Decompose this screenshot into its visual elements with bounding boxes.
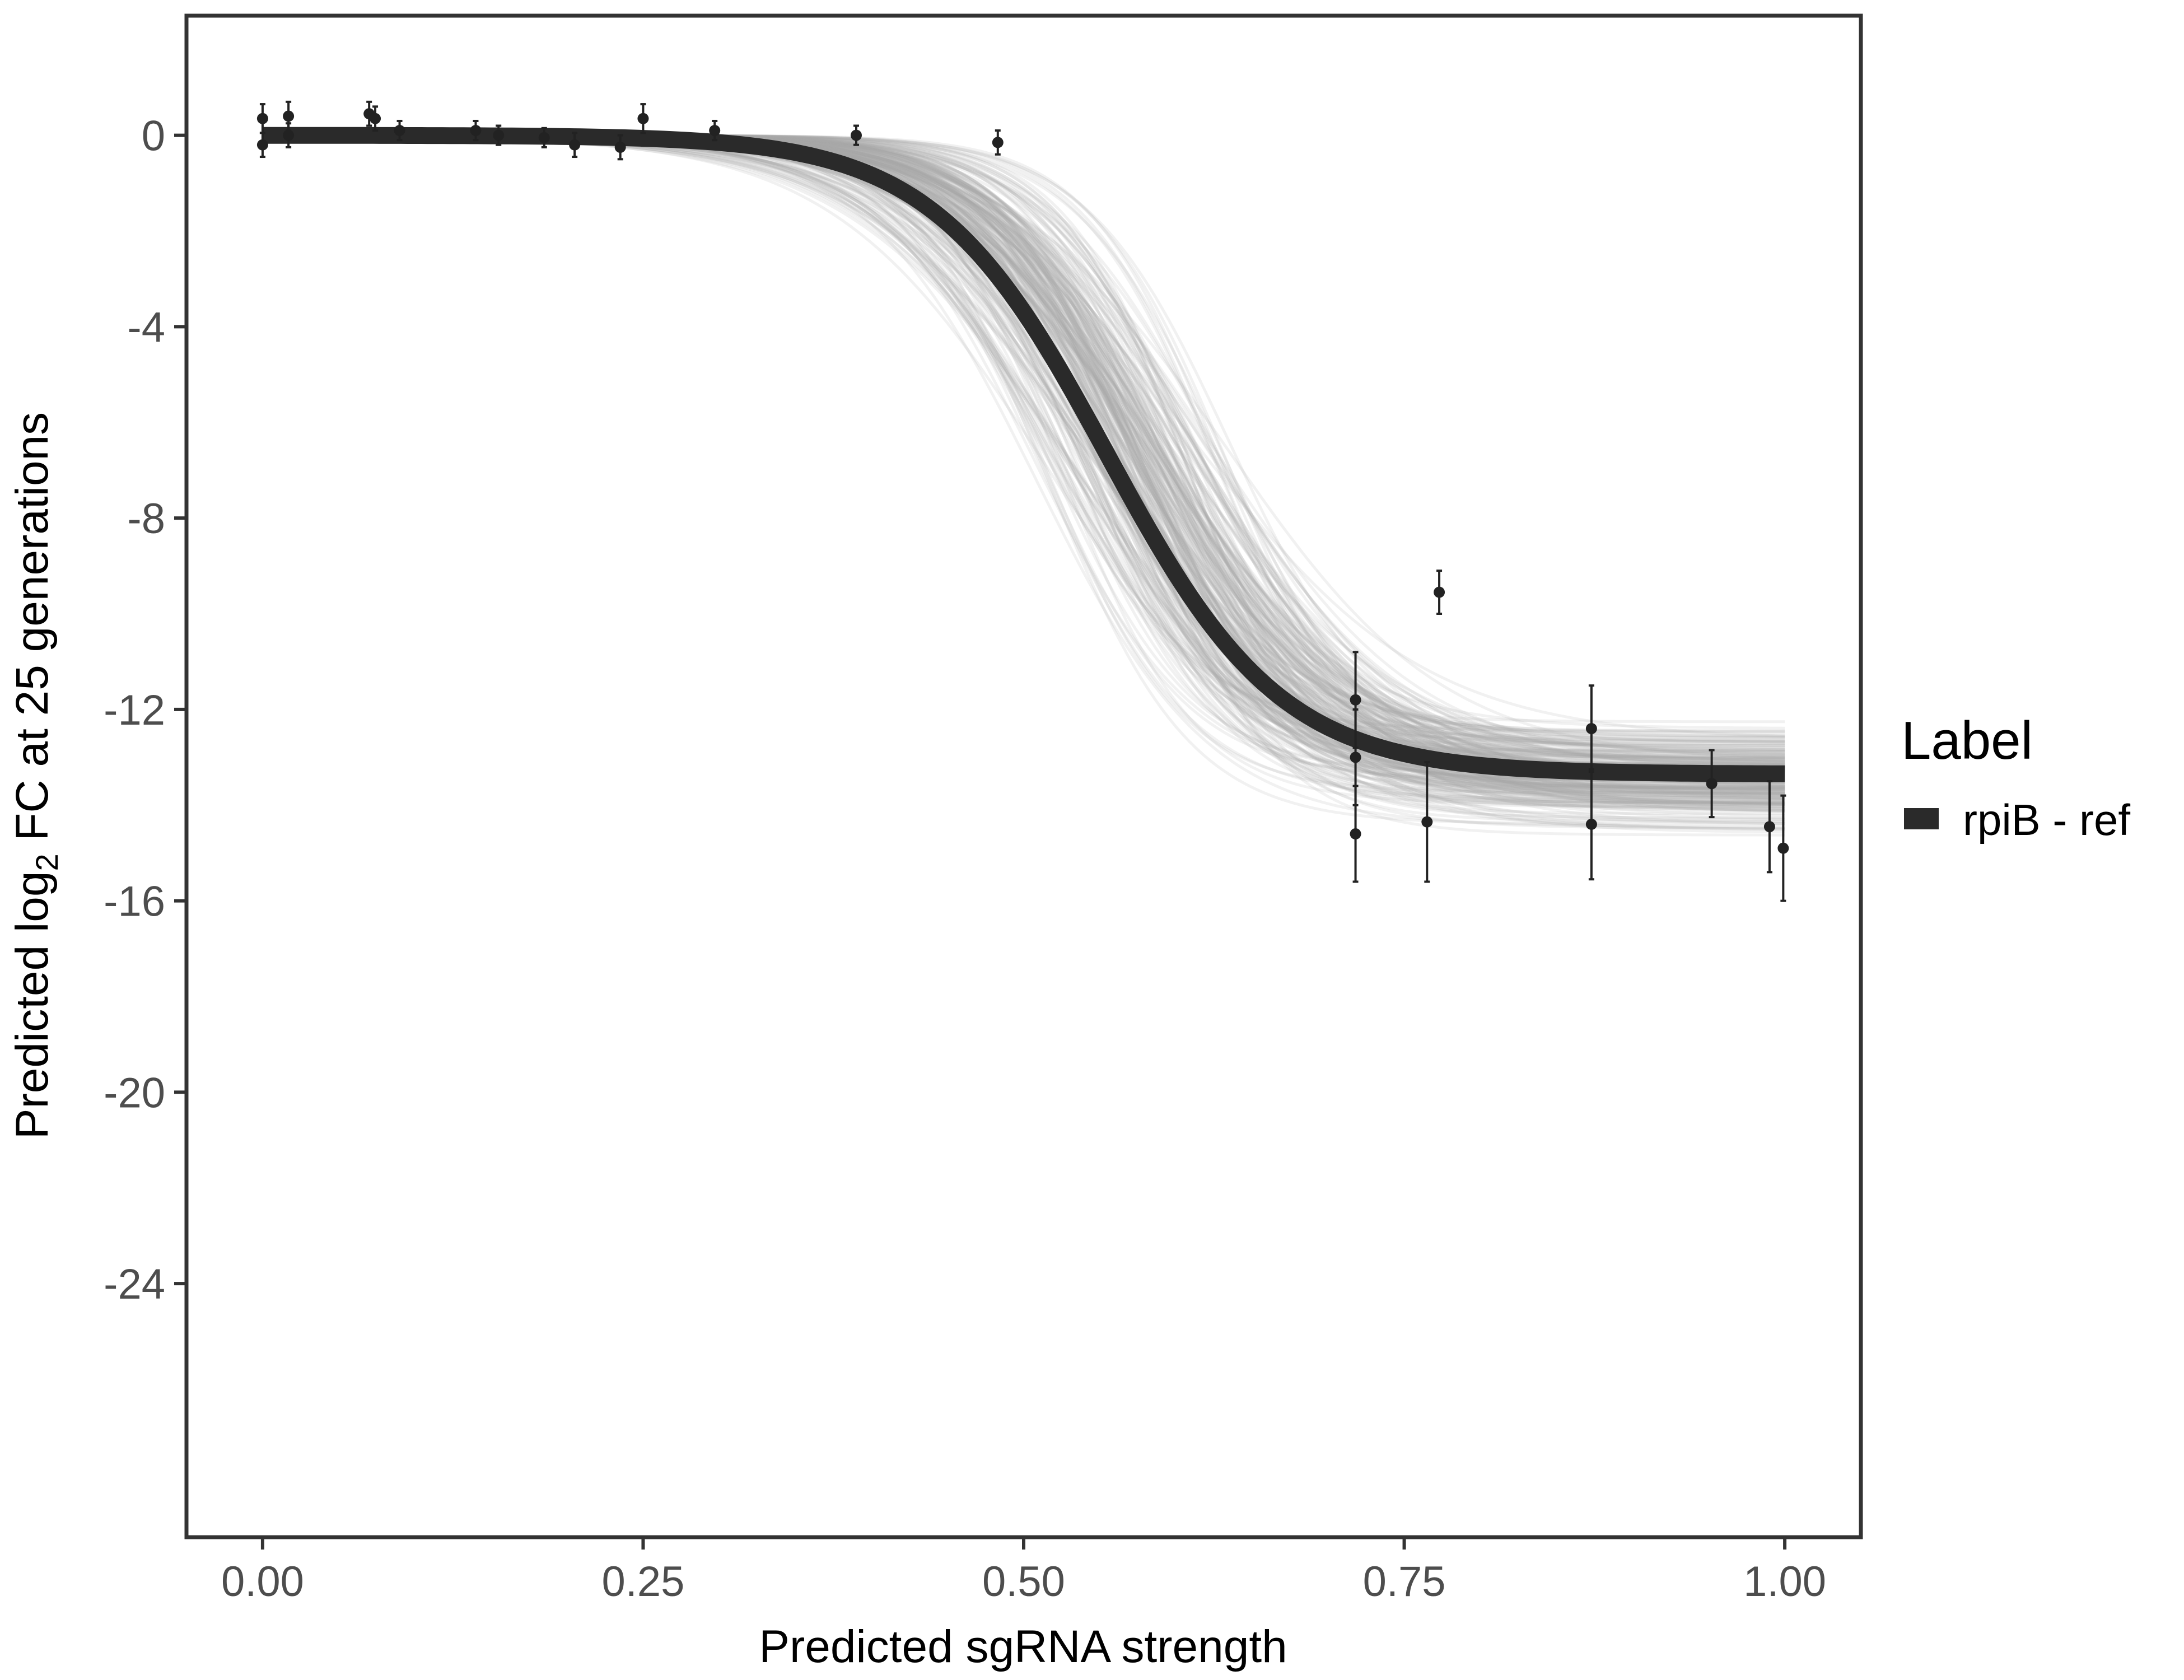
point-marker bbox=[1763, 821, 1775, 833]
x-tick-label: 1.00 bbox=[1743, 1558, 1826, 1606]
data-point bbox=[256, 103, 268, 134]
data-point bbox=[538, 127, 550, 148]
y-axis-title-prefix: Predicted log bbox=[7, 871, 58, 1140]
data-point bbox=[709, 119, 721, 142]
point-marker bbox=[470, 125, 482, 137]
fit-curve-rpib-ref bbox=[261, 127, 1786, 782]
point-marker bbox=[256, 139, 268, 151]
data-point bbox=[614, 134, 626, 161]
point-marker bbox=[370, 113, 381, 124]
data-point bbox=[1350, 785, 1361, 883]
point-marker bbox=[1585, 723, 1597, 735]
data-point bbox=[283, 122, 295, 148]
x-tick-label: 0.50 bbox=[982, 1558, 1065, 1606]
point-marker bbox=[614, 141, 626, 153]
data-point bbox=[637, 103, 649, 134]
point-marker bbox=[283, 129, 295, 141]
data-point bbox=[1434, 570, 1445, 615]
y-tick-label: -20 bbox=[104, 1069, 165, 1117]
y-tick-label: -8 bbox=[127, 495, 165, 543]
legend-key-rpib-ref bbox=[1904, 808, 1939, 829]
y-axis-title-subscript: 2 bbox=[29, 853, 64, 871]
point-marker bbox=[538, 132, 550, 143]
data-point bbox=[1421, 760, 1433, 883]
x-tick-label: 0.25 bbox=[601, 1558, 684, 1606]
point-marker bbox=[569, 139, 581, 151]
y-tick-label: -12 bbox=[104, 687, 165, 734]
y-axis: 0 -4 -8 -12 -16 -20 -24 bbox=[104, 113, 186, 1308]
y-tick-label: -4 bbox=[127, 304, 165, 351]
data-point bbox=[470, 119, 482, 142]
x-axis: 0.00 0.25 0.50 0.75 1.00 bbox=[221, 1537, 1826, 1606]
data-point bbox=[1777, 794, 1789, 902]
y-axis-title-suffix: FC at 25 generations bbox=[7, 412, 58, 854]
legend: Label rpiB - ref bbox=[1901, 711, 2130, 844]
point-marker bbox=[637, 113, 649, 124]
data-point bbox=[1585, 768, 1597, 881]
data-point bbox=[394, 119, 405, 142]
y-tick-label: 0 bbox=[142, 113, 165, 160]
point-marker bbox=[1585, 818, 1597, 830]
posterior-band bbox=[262, 134, 1785, 837]
point-marker bbox=[1350, 828, 1361, 840]
data-point bbox=[851, 124, 862, 146]
point-marker bbox=[992, 137, 1004, 148]
point-marker bbox=[1434, 586, 1445, 598]
data-point bbox=[1763, 780, 1775, 874]
y-tick-label: -16 bbox=[104, 878, 165, 926]
point-marker bbox=[283, 110, 295, 122]
point-marker bbox=[394, 125, 405, 137]
point-marker bbox=[256, 113, 268, 124]
x-tick-label: 0.75 bbox=[1363, 1558, 1446, 1606]
x-tick-label: 0.00 bbox=[221, 1558, 304, 1606]
legend-title: Label bbox=[1901, 711, 2033, 771]
data-point bbox=[992, 129, 1004, 156]
point-marker bbox=[493, 129, 505, 141]
point-marker bbox=[1350, 694, 1361, 706]
data-point bbox=[1706, 749, 1718, 819]
legend-label-rpib-ref: rpiB - ref bbox=[1963, 795, 2130, 844]
data-point bbox=[493, 124, 505, 146]
data-points-layer bbox=[256, 100, 1789, 902]
data-point bbox=[370, 105, 381, 132]
y-tick-label: -24 bbox=[104, 1261, 165, 1308]
data-point bbox=[256, 132, 268, 158]
point-marker bbox=[1350, 752, 1361, 763]
point-marker bbox=[1777, 842, 1789, 854]
y-axis-title: Predicted log2 FC at 25 generations bbox=[7, 412, 64, 1139]
point-marker bbox=[1706, 778, 1718, 790]
fit-curve-layer bbox=[261, 127, 1786, 782]
x-axis-title: Predicted sgRNA strength bbox=[759, 1621, 1287, 1672]
point-marker bbox=[1421, 816, 1433, 828]
point-marker bbox=[851, 129, 862, 141]
point-marker bbox=[709, 125, 721, 137]
data-point bbox=[569, 132, 581, 158]
